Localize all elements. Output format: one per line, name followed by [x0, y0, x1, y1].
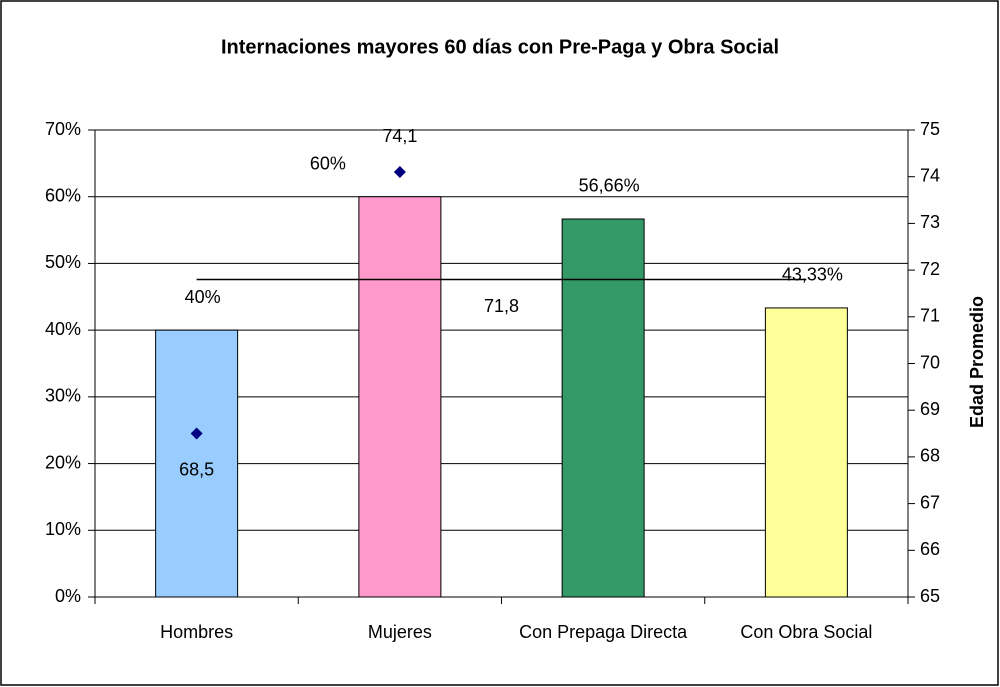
y-tick-label: 40%	[45, 319, 81, 339]
y2-tick-label: 68	[920, 446, 940, 466]
y2-tick-label: 67	[920, 492, 940, 512]
bar-value-label: 40%	[185, 287, 221, 307]
x-tick-label: Con Obra Social	[740, 622, 873, 642]
y2-tick-label: 74	[920, 165, 940, 185]
y2-tick-label: 72	[920, 259, 940, 279]
y-tick-label: 0%	[55, 586, 81, 606]
x-tick-label: Con Prepaga Directa	[519, 622, 688, 642]
point	[393, 166, 406, 179]
y2-tick-label: 70	[920, 352, 940, 372]
y-tick-label: 70%	[45, 119, 81, 139]
y-tick-label: 30%	[45, 386, 81, 406]
y-tick-label: 10%	[45, 519, 81, 539]
bar-value-label: 56,66%	[579, 176, 640, 196]
y2-tick-label: 71	[920, 306, 940, 326]
y2-axis-label: Edad Promedio	[967, 296, 987, 428]
y2-tick-label: 75	[920, 119, 940, 139]
y2-tick-label: 66	[920, 539, 940, 559]
y-tick-label: 50%	[45, 252, 81, 272]
x-tick-label: Mujeres	[367, 622, 432, 642]
y2-tick-label: 69	[920, 399, 940, 419]
chart-title: Internaciones mayores 60 días con Pre-Pa…	[221, 36, 779, 58]
bar	[561, 218, 645, 598]
y-tick-label: 60%	[45, 185, 81, 205]
point-label: 74,1	[382, 126, 417, 146]
y2-tick-label: 65	[920, 586, 940, 606]
bar-value-label: 60%	[310, 153, 346, 173]
mean-label: 71,8	[484, 296, 519, 316]
x-tick-label: Hombres	[160, 622, 234, 642]
y-tick-label: 20%	[45, 452, 81, 472]
y2-tick-label: 73	[920, 212, 940, 232]
point-label: 68,5	[179, 459, 214, 479]
bar	[358, 196, 442, 598]
point	[190, 427, 203, 440]
bar	[155, 329, 239, 598]
bar-value-label: 43,33%	[782, 265, 843, 285]
bar	[764, 307, 848, 598]
